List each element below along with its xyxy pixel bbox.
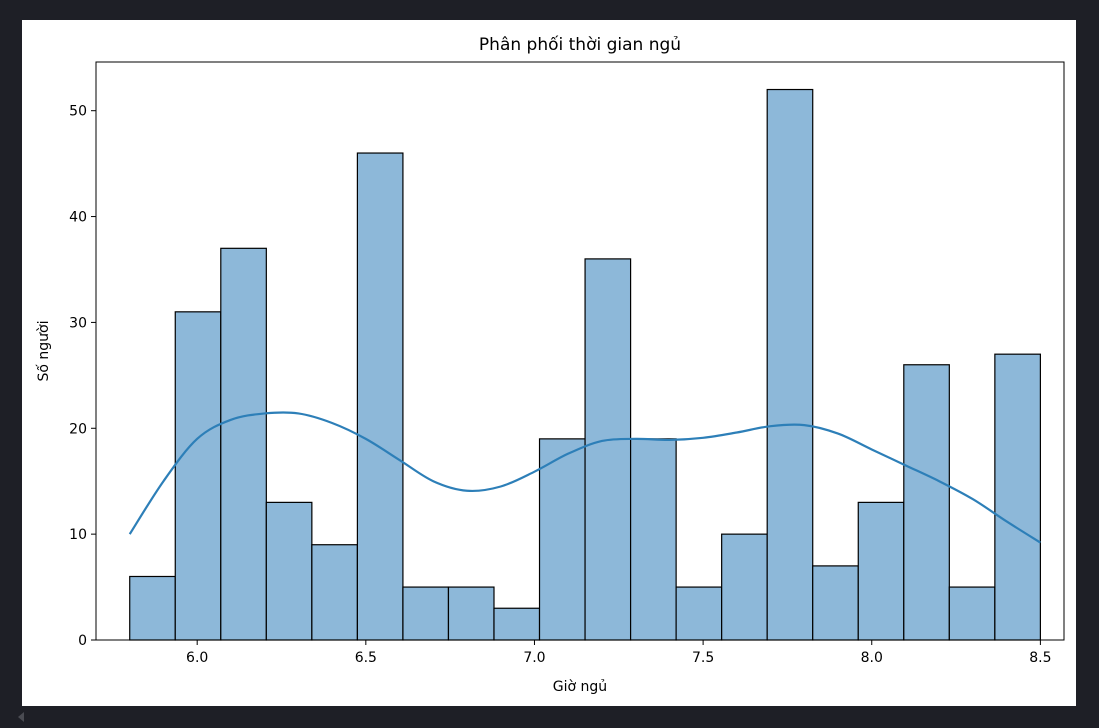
histogram-bar-0 <box>129 575 176 641</box>
histogram-bar-18 <box>948 586 996 641</box>
histogram-bar-12 <box>675 586 723 641</box>
histogram-bar-5 <box>356 152 404 641</box>
histogram-bar-7 <box>447 586 495 641</box>
y-tick-label: 0 <box>78 633 87 649</box>
x-tick-label: 8.5 <box>1029 650 1051 666</box>
histogram-bar-8 <box>493 607 541 641</box>
histogram-bar-16 <box>857 501 905 641</box>
x-tick-label: 7.5 <box>692 650 714 666</box>
y-tick-label: 50 <box>69 104 87 120</box>
histogram-bar-14 <box>766 88 814 641</box>
x-axis-label: Giờ ngủ <box>553 679 607 695</box>
figure-canvas: Phân phối thời gian ngủ 6.0 6.5 7.0 7.5 8.0 8… <box>22 20 1076 706</box>
y-tick-label: 10 <box>69 527 87 543</box>
histogram-bar-13 <box>721 533 768 641</box>
x-tick-label: 8.0 <box>861 650 883 666</box>
plot-frame <box>95 61 1065 641</box>
histogram-bar-6 <box>402 586 450 641</box>
histogram-bar-1 <box>174 311 222 641</box>
y-axis-label: Số người <box>35 321 52 382</box>
histogram-bar-15 <box>812 565 859 641</box>
x-tick-label: 6.0 <box>186 650 208 666</box>
y-axis: 0 10 20 30 40 50 <box>69 104 96 649</box>
histogram-bar-4 <box>311 544 358 641</box>
chart-title: Phân phối thời gian ngủ <box>479 34 681 55</box>
y-tick-label: 30 <box>69 315 87 331</box>
x-tick-label: 6.5 <box>355 650 377 666</box>
x-axis: 6.0 6.5 7.0 7.5 8.0 8.5 <box>186 640 1052 666</box>
bars-layer <box>129 88 1041 641</box>
scroll-left-icon[interactable] <box>18 712 24 722</box>
histogram-bar-9 <box>538 438 586 641</box>
kde-line <box>128 411 1041 544</box>
kde-layer <box>128 411 1041 544</box>
y-tick-label: 20 <box>69 421 87 437</box>
histogram-bar-19 <box>994 353 1041 641</box>
y-tick-label: 40 <box>69 210 87 226</box>
histogram-bar-11 <box>629 438 677 641</box>
histogram-bar-17 <box>903 364 950 641</box>
x-tick-label: 7.0 <box>523 650 545 666</box>
histogram-bar-2 <box>220 247 267 641</box>
histogram-chart: Phân phối thời gian ngủ 6.0 6.5 7.0 7.5 8.0 8… <box>35 34 1065 695</box>
histogram-bar-10 <box>584 258 632 641</box>
histogram-bar-3 <box>265 501 313 641</box>
